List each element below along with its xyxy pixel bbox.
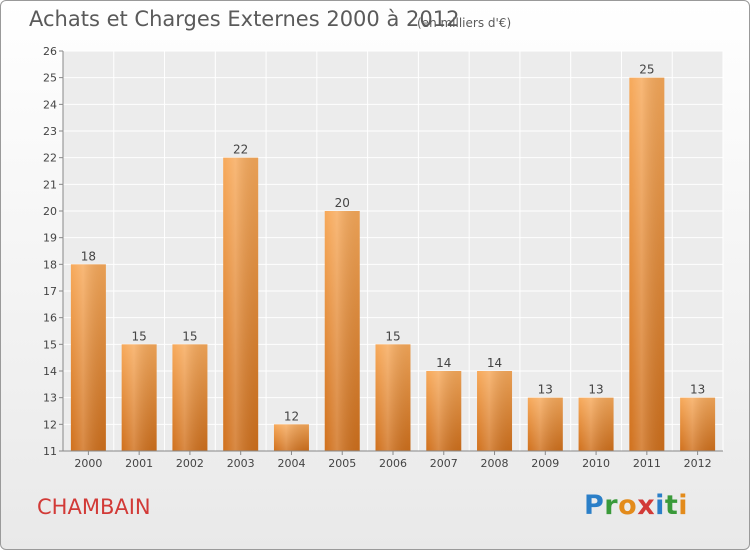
bar-value-label: 14 [436,356,451,370]
logo-letter: t [664,490,679,521]
bar-highlight [578,397,614,451]
bar-highlight [629,77,665,452]
logo-letter: i [678,490,689,521]
y-tick-label: 12 [43,418,57,431]
bar-value-label: 15 [385,329,400,343]
bar-value-label: 25 [639,63,654,77]
bar-highlight [527,397,563,451]
bar-highlight [680,397,716,451]
logo-letter: x [637,490,656,521]
units-label: (en milliers d'€) [417,16,512,30]
bar-highlight [172,344,208,451]
bar-value-label: 12 [284,409,299,423]
y-tick-label: 14 [43,365,57,378]
y-tick-label: 21 [43,178,57,191]
bar-value-label: 13 [690,383,705,397]
bar-highlight [426,371,462,451]
y-tick-label: 20 [43,205,57,218]
y-tick-label: 13 [43,392,57,405]
bar-highlight [273,424,309,451]
x-tick-label: 2008 [481,457,509,470]
bar-value-label: 13 [588,383,603,397]
y-tick-label: 17 [43,285,57,298]
x-tick-label: 2007 [430,457,458,470]
bar-value-label: 18 [81,249,96,263]
logo-letter: o [618,490,638,521]
y-tick-label: 15 [43,338,57,351]
x-tick-label: 2011 [633,457,661,470]
x-tick-label: 2005 [328,457,356,470]
chart-title: Achats et Charges Externes 2000 à 2012 [29,7,460,31]
bar-value-label: 15 [132,329,147,343]
x-tick-label: 2001 [125,457,153,470]
commune-name: CHAMBAIN [37,495,151,519]
y-tick-label: 24 [43,98,57,111]
logo-letter: i [655,490,665,521]
x-tick-label: 2003 [227,457,255,470]
bar-value-label: 15 [182,329,197,343]
x-tick-label: 2004 [277,457,305,470]
x-tick-label: 2006 [379,457,407,470]
bar-value-label: 14 [487,356,502,370]
logo-letter: r [604,490,619,521]
logo-letter: P [584,490,605,521]
bar-highlight [121,344,157,451]
y-tick-label: 23 [43,125,57,138]
y-tick-label: 16 [43,312,57,325]
bar-value-label: 20 [335,196,350,210]
y-tick-label: 11 [43,445,57,458]
bar-highlight [375,344,411,451]
y-tick-label: 22 [43,152,57,165]
bar-highlight [70,264,106,451]
x-tick-label: 2010 [582,457,610,470]
bar-value-label: 22 [233,143,248,157]
x-tick-label: 2009 [531,457,559,470]
bar-highlight [223,157,259,451]
x-tick-label: 2002 [176,457,204,470]
bar-highlight [324,211,360,451]
x-tick-label: 2012 [684,457,712,470]
proxiti-logo: Proxiti [584,490,688,521]
y-tick-label: 25 [43,72,57,85]
y-tick-label: 19 [43,232,57,245]
x-tick-label: 2000 [74,457,102,470]
y-tick-label: 18 [43,258,57,271]
y-tick-label: 26 [43,45,57,58]
bar-value-label: 13 [538,383,553,397]
bar-highlight [477,371,513,451]
